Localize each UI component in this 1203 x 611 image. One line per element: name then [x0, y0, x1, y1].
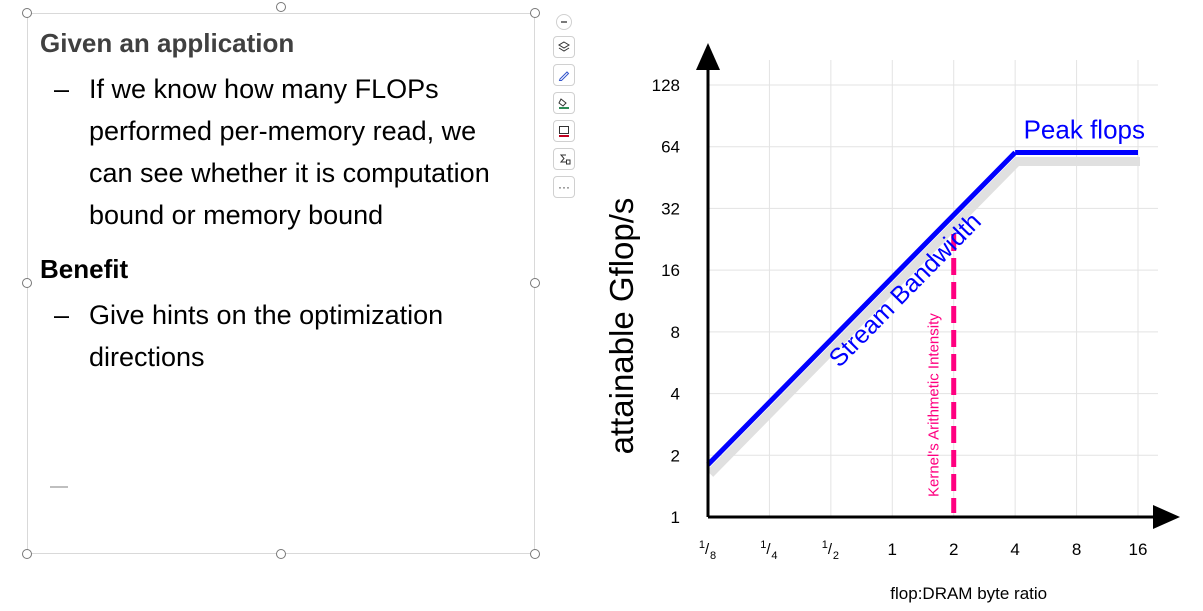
- axes: [696, 43, 1180, 529]
- heading-benefit: Benefit: [40, 254, 129, 284]
- y-tick-label: 16: [661, 261, 680, 280]
- x-tick-numerator: 1: [822, 539, 828, 551]
- resize-handle-bottom-right[interactable]: [530, 549, 540, 559]
- x-tick-label: 16: [1129, 540, 1148, 559]
- y-tick-label: 128: [652, 76, 680, 95]
- x-tick-slash: /: [766, 541, 771, 558]
- y-tick-label: 64: [661, 138, 680, 157]
- bullet-hints: – Give hints on the optimization directi…: [40, 294, 520, 378]
- x-tick-numerator: 1: [699, 539, 705, 551]
- resize-handle-bottom-left[interactable]: [22, 549, 32, 559]
- y-tick-label: 32: [661, 199, 680, 218]
- collapse-icon[interactable]: [556, 14, 572, 30]
- empty-bullet-dash: [50, 486, 68, 488]
- line-shadow: [706, 156, 1140, 477]
- roofline-chart: Kernel's Arithmetic Intensity 1248163264…: [603, 43, 1180, 603]
- slide-text[interactable]: Given an application – If we know how ma…: [40, 24, 520, 378]
- x-tick-denominator: 8: [710, 550, 716, 562]
- y-tick-label: 4: [671, 385, 680, 404]
- x-tick-label: 8: [1072, 540, 1081, 559]
- x-tick-label-fraction: 1/2: [822, 539, 839, 562]
- chart-annotations: flop:DRAM byte ratio attainable Gflop/s St…: [603, 114, 1145, 603]
- x-tick-denominator: 4: [771, 550, 777, 562]
- kernel-intensity-line: Kernel's Arithmetic Intensity: [926, 234, 957, 513]
- resize-handle-bottom-center[interactable]: [276, 549, 286, 559]
- heading-given-application: Given an application: [40, 28, 295, 58]
- bullet-dash: –: [54, 300, 70, 330]
- x-tick-label-fraction: 1/8: [699, 539, 716, 562]
- x-tick-numerator: 1: [760, 539, 766, 551]
- line-shadow-band: [706, 156, 1140, 477]
- y-tick-label: 2: [671, 446, 680, 465]
- x-tick-labels: 1/81/41/2 1 2 4 8 16: [699, 539, 1148, 562]
- y-tick-labels: 1 2 4 8 16 32 64 128: [652, 76, 680, 527]
- x-tick-label-fraction: 1/4: [760, 539, 777, 562]
- x-tick-denominator: 2: [833, 550, 839, 562]
- resize-handle-middle-left[interactable]: [22, 278, 32, 288]
- border-icon[interactable]: [553, 120, 575, 142]
- bullet-flops-text: If we know how many FLOPs performed per-…: [89, 74, 490, 230]
- x-tick-slash: /: [705, 541, 710, 558]
- x-axis-title: flop:DRAM byte ratio: [890, 584, 1047, 603]
- x-tick-label: 4: [1010, 540, 1019, 559]
- resize-handle-top-right[interactable]: [530, 8, 540, 18]
- more-icon[interactable]: ···: [553, 176, 575, 198]
- formula-icon[interactable]: [553, 148, 575, 170]
- y-tick-label: 1: [671, 508, 680, 527]
- y-tick-label: 8: [671, 323, 680, 342]
- bullet-flops: – If we know how many FLOPs performed pe…: [40, 68, 520, 236]
- bullet-hints-text: Give hints on the optimization direction…: [89, 300, 444, 372]
- resize-handle-top-left[interactable]: [22, 8, 32, 18]
- stream-bandwidth-label: Stream Bandwidth: [824, 207, 987, 372]
- bullet-dash: –: [54, 74, 70, 104]
- kernel-label: Kernel's Arithmetic Intensity: [926, 313, 943, 497]
- layers-icon[interactable]: [553, 36, 575, 58]
- resize-handle-middle-right[interactable]: [530, 278, 540, 288]
- floating-toolbar: ···: [553, 14, 577, 204]
- y-axis-title: attainable Gflop/s: [603, 198, 640, 455]
- series-lines: [706, 149, 1138, 467]
- peak-flops-label: Peak flops: [1024, 114, 1145, 144]
- x-tick-label: 2: [949, 540, 958, 559]
- pen-icon[interactable]: [553, 64, 575, 86]
- stream-bandwidth-line: [706, 150, 1017, 467]
- x-tick-label: 1: [888, 540, 897, 559]
- x-tick-slash: /: [828, 541, 833, 558]
- fill-icon[interactable]: [553, 92, 575, 114]
- resize-handle-top-center[interactable]: [276, 2, 286, 12]
